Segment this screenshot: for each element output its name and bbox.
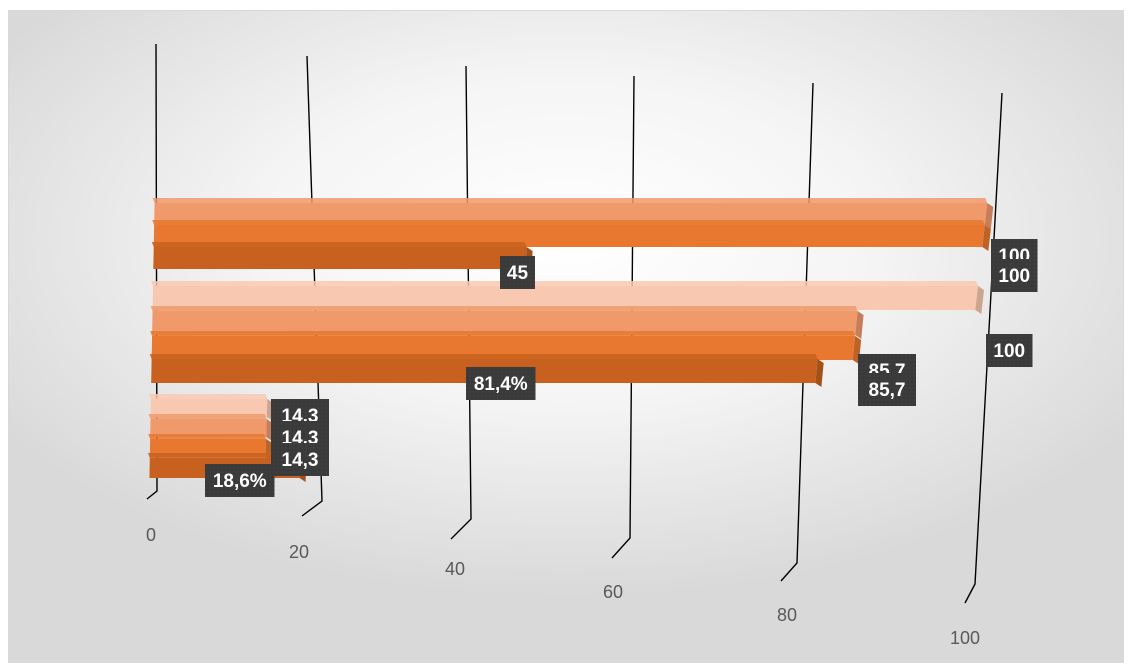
bar-category-3-series-3 — [152, 220, 991, 251]
svg-text:45: 45 — [507, 263, 529, 284]
svg-text:85,7: 85,7 — [869, 380, 906, 401]
chart-area: 14,3 14,3 14,3 18,6% 100 85,7 85,7 81,4% 100 100 4… — [8, 10, 1124, 663]
svg-text:81,4%: 81,4% — [474, 374, 528, 395]
svg-text:100: 100 — [998, 266, 1030, 287]
data-label-category-3-series-3: 100 — [991, 259, 1038, 292]
data-label-category-2-series-4: 81,4% — [466, 367, 536, 400]
svg-text:18,6%: 18,6% — [213, 471, 267, 492]
data-label-category-3-series-4: 45 — [500, 256, 535, 289]
gridline-0 — [146, 43, 158, 500]
bar-category-2-series-1 — [151, 281, 984, 314]
bar-category-1-series-3 — [148, 434, 273, 461]
x-tick-label-20: 20 — [289, 542, 309, 562]
x-axis-ticks: 0 20 40 60 80 100 — [146, 525, 980, 648]
data-labels: 14,314,314,318,6%10085,785,781,4%1001004… — [205, 239, 1038, 497]
x-tick-label-40: 40 — [445, 559, 465, 579]
bar-category-2-series-2 — [150, 306, 864, 339]
bar-category-3-series-2 — [152, 198, 994, 229]
svg-text:14,3: 14,3 — [282, 450, 319, 471]
x-tick-label-60: 60 — [603, 582, 623, 602]
bar-category-1-series-2 — [148, 414, 273, 441]
svg-text:100: 100 — [993, 341, 1025, 362]
x-tick-label-80: 80 — [777, 605, 797, 625]
data-label-category-1-series-3: 14,3 — [271, 443, 329, 476]
data-label-category-1-series-4: 18,6% — [205, 464, 275, 497]
bar-category-3-series-4 — [151, 242, 533, 273]
data-label-category-2-series-1: 100 — [986, 334, 1033, 367]
x-tick-label-0: 0 — [146, 525, 156, 545]
bar-chart-3d: 14,314,314,318,6%10085,785,781,4%1001004… — [146, 43, 1038, 648]
x-tick-label-100: 100 — [950, 628, 980, 648]
data-label-category-2-series-3: 85,7 — [858, 373, 916, 406]
